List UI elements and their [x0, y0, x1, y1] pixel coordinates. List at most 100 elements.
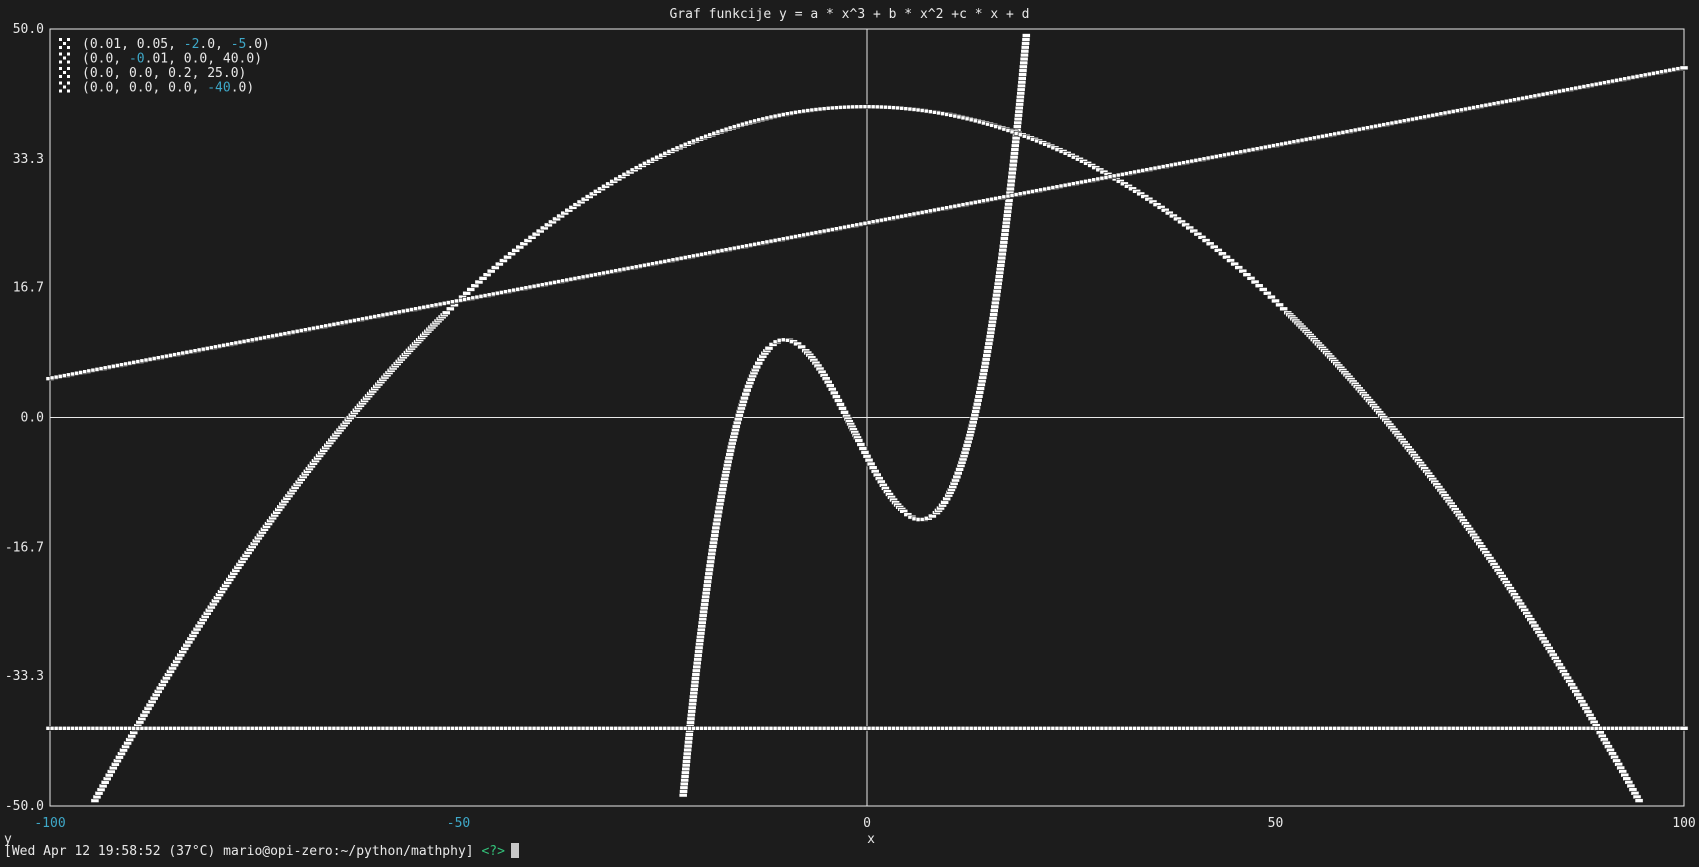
series-point: [991, 300, 1000, 306]
series-point: [860, 450, 870, 455]
series-point: [982, 353, 992, 358]
series-point: [955, 466, 964, 472]
series-point: [703, 579, 713, 585]
series-point: [754, 360, 764, 366]
series-point: [709, 540, 718, 545]
series-point: [704, 571, 714, 577]
y-tick-label: -33.3: [5, 669, 44, 684]
series-point: [700, 598, 710, 603]
x-tick-label: -100: [34, 816, 65, 831]
series-2-line: [90, 104, 1644, 803]
series-point: [1018, 68, 1028, 73]
series-point: [701, 590, 711, 596]
series-point: [441, 310, 451, 316]
series-point: [952, 474, 962, 480]
series-point: [999, 239, 1009, 245]
series-point: [1000, 228, 1010, 233]
series-point: [1012, 124, 1022, 129]
series-point: [1000, 232, 1010, 237]
series-point: [683, 747, 693, 753]
series-point: [1018, 64, 1028, 70]
legend-swatch: [59, 81, 70, 93]
series-point: [972, 401, 982, 407]
series-point: [712, 521, 721, 527]
legend-swatch: [59, 52, 70, 64]
series-point: [741, 391, 751, 397]
series-point: [1006, 186, 1015, 192]
legend-entry: (0.01, 0.05, -2.0, -5.0): [82, 37, 270, 52]
series-point: [1021, 37, 1031, 42]
series-point: [691, 672, 701, 677]
series-point: [983, 345, 993, 350]
x-tick-label: -50: [447, 816, 470, 831]
series-point: [976, 386, 985, 391]
series-point: [692, 660, 702, 666]
series-point: [836, 402, 845, 407]
series-point: [681, 762, 691, 768]
series-point: [1011, 139, 1021, 145]
series-point: [1009, 158, 1018, 164]
series-point: [680, 777, 690, 783]
series-point: [1019, 56, 1029, 62]
text-cursor[interactable]: [510, 843, 519, 858]
series-point: [990, 304, 1000, 310]
series-point: [710, 529, 720, 534]
series-point: [703, 575, 713, 581]
series-point: [681, 766, 691, 772]
series-point: [998, 247, 1008, 253]
x-tick-label: 50: [1268, 816, 1284, 831]
series-point: [699, 605, 709, 611]
y-tick-label: 16.7: [13, 281, 44, 296]
chart-title: Graf funkcije y = a * x^3 + b * x^2 +c *…: [669, 7, 1029, 22]
series-point: [1275, 302, 1284, 308]
series-point: [734, 412, 744, 418]
series-point: [1679, 725, 1689, 731]
series-point: [1006, 178, 1016, 184]
y-axis-ticks: 50.0 33.3 16.7 0.0 -16.7 -33.3 -50.0: [5, 22, 44, 814]
series-point: [678, 792, 688, 798]
series-point: [856, 442, 866, 447]
x-axis-ticks: -100 -50 0 50 100: [34, 816, 1695, 831]
series-point: [1018, 72, 1027, 77]
series-point: [740, 395, 749, 401]
series-point: [752, 364, 762, 370]
series-point: [682, 758, 691, 764]
zero-axes: [50, 29, 1684, 806]
series-point: [679, 789, 688, 794]
series-point: [1001, 220, 1011, 226]
shell-prompt: [Wed Apr 12 19:58:52 (37°C) mario@opi-ze…: [4, 843, 519, 859]
y-tick-label: 33.3: [13, 152, 44, 167]
series-point: [1250, 279, 1260, 285]
legend-swatch: [59, 67, 70, 78]
series-point: [1009, 154, 1019, 160]
series-point: [1021, 33, 1031, 38]
series-point: [684, 732, 694, 737]
series-point: [797, 344, 807, 350]
series-point: [1279, 306, 1289, 312]
series-point: [692, 664, 702, 670]
series-point: [684, 735, 694, 741]
series-point: [973, 397, 983, 403]
series-point: [682, 751, 692, 757]
series-1-line: [678, 33, 1031, 798]
series-point: [693, 656, 703, 662]
series-point: [699, 609, 708, 615]
series-point: [693, 653, 703, 658]
series-point: [1017, 76, 1027, 81]
series-point: [858, 446, 868, 451]
series-point: [862, 454, 872, 459]
legend: (0.01, 0.05, -2.0, -5.0)(0.0, -0.01, 0.0…: [59, 37, 270, 96]
series-point: [1013, 120, 1023, 126]
series-point: [992, 292, 1001, 298]
series-point: [1002, 213, 1012, 218]
series-point: [706, 559, 715, 565]
prompt-text: [Wed Apr 12 19:58:52 (37°C) mario@opi-ze…: [4, 844, 474, 859]
series-point: [834, 398, 843, 403]
series-point: [1021, 41, 1030, 46]
series-point: [981, 360, 990, 366]
series-point: [1634, 798, 1644, 803]
prompt-symbol: <?>: [481, 844, 505, 859]
series-point: [686, 716, 696, 722]
series-point: [679, 781, 689, 787]
